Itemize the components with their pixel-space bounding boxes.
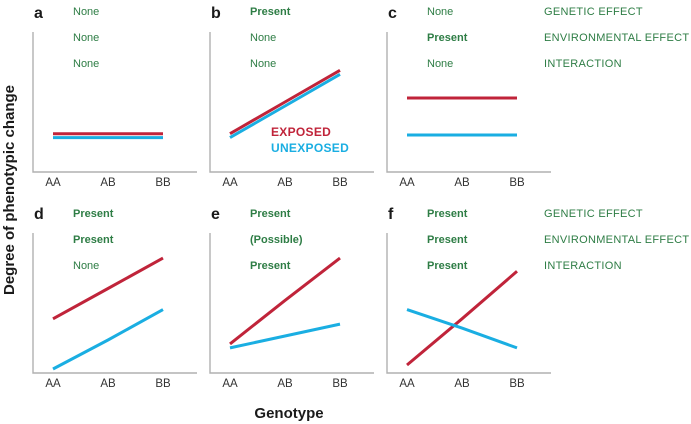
- panel-b-effect-0: Present: [250, 6, 291, 18]
- panel-e-tick-AA: AA: [222, 378, 238, 390]
- panel-a-effect-0: None: [73, 6, 99, 18]
- panel-f-tick-AB: AB: [454, 378, 470, 390]
- panel-d-line-unexposed: [52, 308, 164, 371]
- series-key: EXPOSED UNEXPOSED: [271, 125, 349, 155]
- panel-c-effect-0: None: [427, 6, 453, 18]
- legend-environmental-effect: ENVIRONMENTAL EFFECT: [544, 32, 689, 44]
- panel-e-effect-2: Present: [250, 260, 291, 272]
- panel-e-axes: [209, 233, 374, 374]
- panel-f-axes: [386, 233, 551, 374]
- panel-e-line-exposed: [229, 256, 341, 346]
- panel-e-effect-0: Present: [250, 208, 291, 220]
- legend-row-labels-bottom: GENETIC EFFECT ENVIRONMENTAL EFFECT INTE…: [544, 208, 689, 272]
- panel-e-tick-BB: BB: [332, 378, 348, 390]
- panel-c-effect-2: None: [427, 58, 453, 70]
- y-axis-title: Degree of phenotypic change: [1, 85, 18, 295]
- panel-a-effect-1: None: [73, 32, 99, 44]
- panel-a-axes: [32, 32, 197, 173]
- panel-letter-c: c: [388, 5, 397, 22]
- panel-e-effect-1: (Possible): [250, 234, 303, 246]
- key-exposed-label: EXPOSED: [271, 125, 331, 139]
- panel-c: c None Present None AA AB BB: [386, 5, 551, 189]
- panel-d-effect-0: Present: [73, 208, 114, 220]
- panel-c-effect-1: Present: [427, 32, 468, 44]
- panel-f-effect-0: Present: [427, 208, 468, 220]
- panel-a: a None None None AA AB BB: [32, 5, 197, 189]
- panel-f-tick-BB: BB: [509, 378, 525, 390]
- panel-c-tick-BB: BB: [509, 177, 525, 189]
- panel-letter-e: e: [211, 206, 220, 223]
- panel-b-tick-AB: AB: [277, 177, 293, 189]
- panel-a-tick-BB: BB: [155, 177, 171, 189]
- panel-b-line-unexposed: [229, 73, 341, 139]
- panel-letter-b: b: [211, 5, 221, 22]
- legend-interaction-2: INTERACTION: [544, 260, 622, 272]
- panel-b: b Present None None AA AB BB: [209, 5, 374, 189]
- panel-f-effect-2: Present: [427, 260, 468, 272]
- panel-f-tick-AA: AA: [399, 378, 415, 390]
- panel-d-effect-1: Present: [73, 234, 114, 246]
- panel-d-axes: [32, 233, 197, 374]
- panel-letter-a: a: [34, 5, 43, 22]
- panel-d-tick-AB: AB: [100, 378, 116, 390]
- key-unexposed-label: UNEXPOSED: [271, 141, 349, 155]
- x-axis-title: Genotype: [254, 405, 323, 422]
- panel-f-effect-1: Present: [427, 234, 468, 246]
- panels-layer: a None None None AA AB BB b Present None None AA AB B…: [32, 5, 551, 390]
- panel-b-effect-1: None: [250, 32, 276, 44]
- panel-d-tick-AA: AA: [45, 378, 61, 390]
- legend-genetic-effect-2: GENETIC EFFECT: [544, 208, 643, 220]
- panel-d: d Present Present None AA AB BB: [32, 206, 197, 390]
- panel-d-line-exposed: [52, 256, 164, 321]
- panel-f-line-unexposed: [406, 308, 518, 350]
- panel-b-effect-2: None: [250, 58, 276, 70]
- panel-e-line-unexposed: [229, 322, 341, 350]
- panel-b-tick-BB: BB: [332, 177, 348, 189]
- panel-a-tick-AB: AB: [100, 177, 116, 189]
- panel-c-tick-AA: AA: [399, 177, 415, 189]
- panel-letter-f: f: [388, 206, 394, 223]
- panel-e: e Present (Possible) Present AA AB BB: [209, 206, 374, 390]
- legend-genetic-effect: GENETIC EFFECT: [544, 6, 643, 18]
- legend-environmental-effect-2: ENVIRONMENTAL EFFECT: [544, 234, 689, 246]
- panel-f-line-exposed: [406, 270, 518, 367]
- panel-c-axes: [386, 32, 551, 173]
- panel-a-tick-AA: AA: [45, 177, 61, 189]
- panel-f: f Present Present Present AA AB BB: [386, 206, 551, 390]
- panel-b-axes: [209, 32, 374, 173]
- panel-a-effect-2: None: [73, 58, 99, 70]
- panel-d-tick-BB: BB: [155, 378, 171, 390]
- panel-b-tick-AA: AA: [222, 177, 238, 189]
- panel-b-line-exposed: [229, 69, 341, 135]
- panel-c-tick-AB: AB: [454, 177, 470, 189]
- panel-letter-d: d: [34, 206, 44, 223]
- panel-e-tick-AB: AB: [277, 378, 293, 390]
- legend-row-labels-top: GENETIC EFFECT ENVIRONMENTAL EFFECT INTE…: [544, 6, 689, 70]
- legend-interaction: INTERACTION: [544, 58, 622, 70]
- panel-d-effect-2: None: [73, 260, 99, 272]
